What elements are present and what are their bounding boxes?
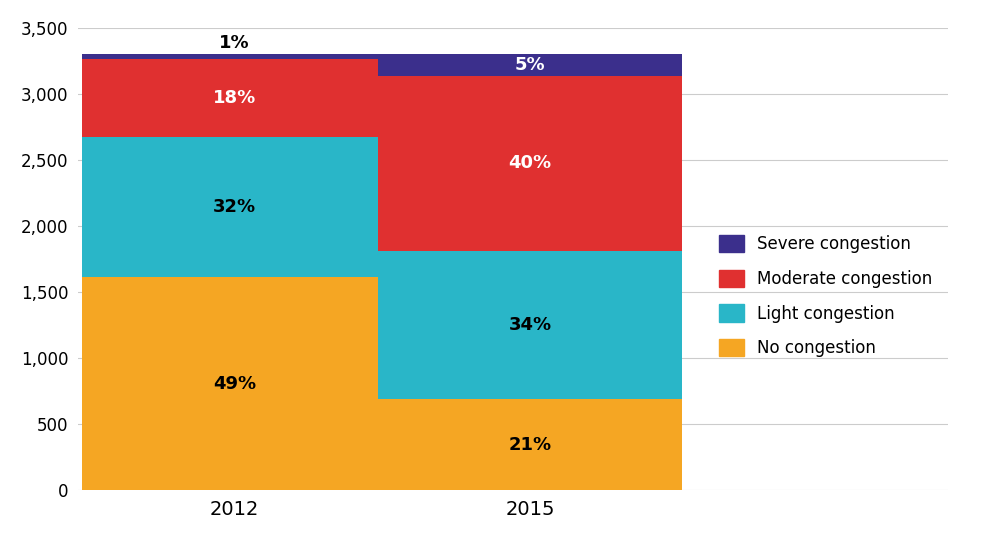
Bar xyxy=(82,276,387,490)
Text: 34%: 34% xyxy=(508,316,552,334)
Text: 32%: 32% xyxy=(213,198,256,216)
Text: 21%: 21% xyxy=(508,436,552,454)
Bar xyxy=(378,399,682,490)
Text: 1%: 1% xyxy=(220,34,250,52)
Bar xyxy=(82,137,387,276)
Text: 40%: 40% xyxy=(508,154,552,172)
Bar xyxy=(82,59,387,137)
Bar xyxy=(378,251,682,399)
Bar xyxy=(82,54,387,59)
Text: 18%: 18% xyxy=(213,89,256,107)
Legend: Severe congestion, Moderate congestion, Light congestion, No congestion: Severe congestion, Moderate congestion, … xyxy=(712,228,940,364)
Bar xyxy=(378,76,682,251)
Text: 5%: 5% xyxy=(515,56,546,74)
Bar xyxy=(378,54,682,76)
Text: 49%: 49% xyxy=(213,375,256,393)
